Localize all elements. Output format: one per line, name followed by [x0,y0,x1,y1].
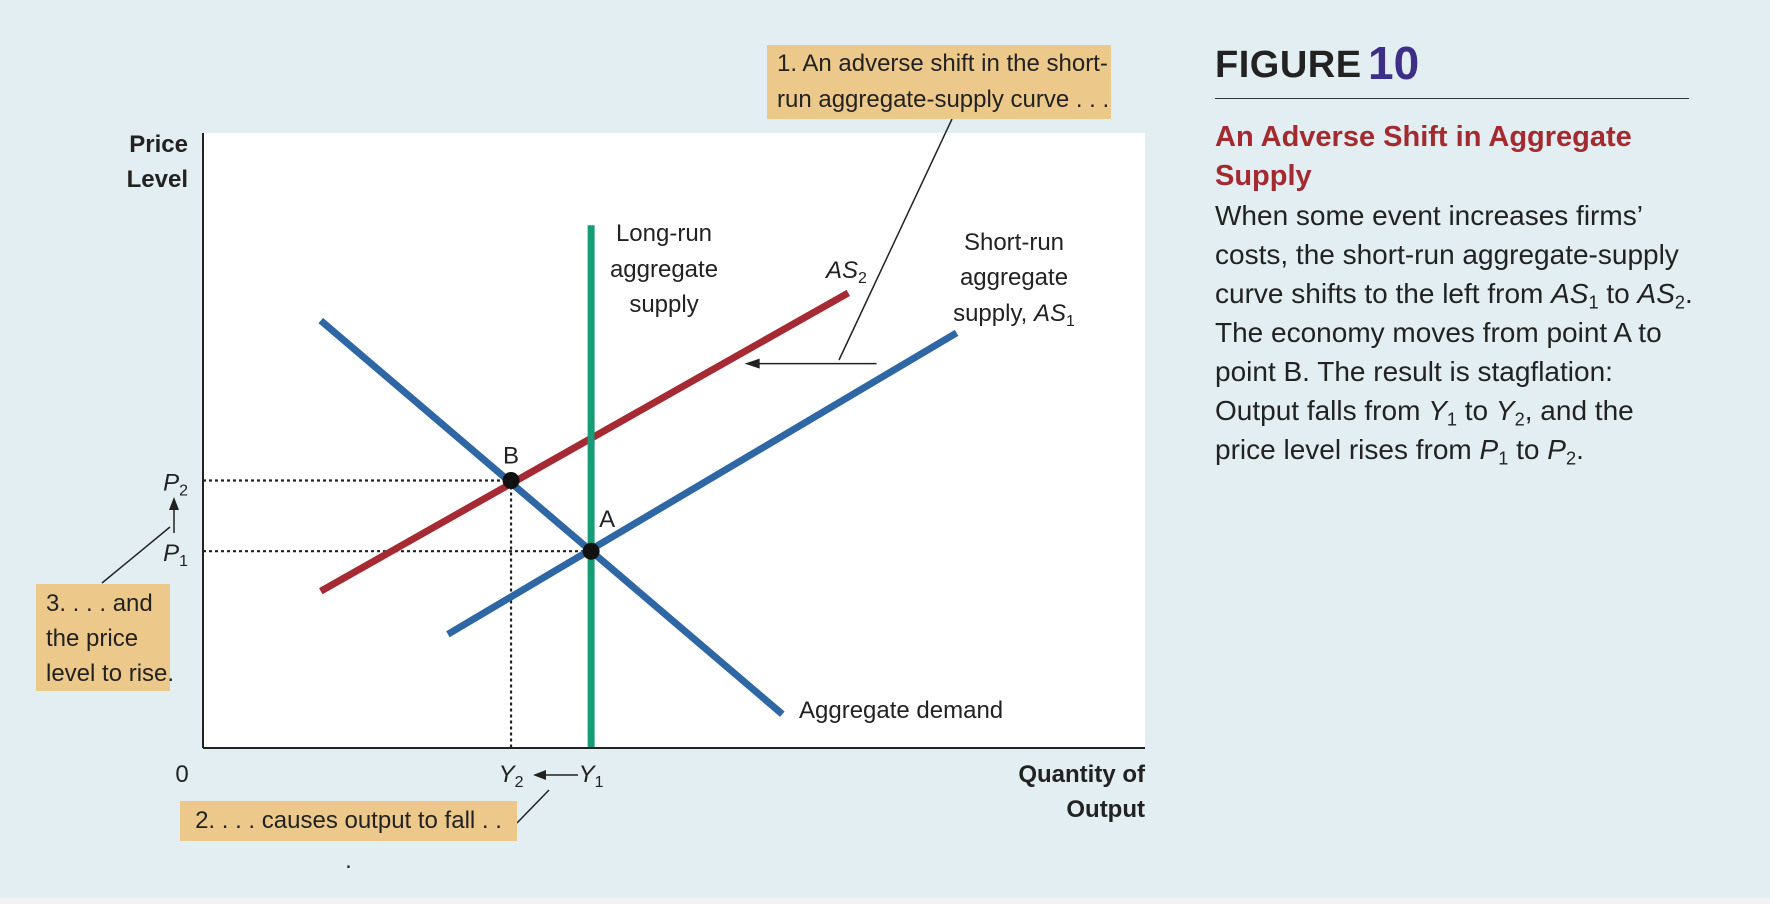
sras-label-line1: Short-run [964,229,1064,256]
annotation-price-rise: 3. . . . and the price level to rise. [36,584,175,691]
annotation-adverse-shift-line1: 1. An adverse shift in the short- [777,50,1108,77]
caption-part: P [1479,434,1499,465]
figure-label: FIGURE [1215,44,1362,86]
point-b [502,471,520,489]
x-tick-arrow-head [533,770,546,780]
caption-part: 2 [1514,409,1525,430]
x-tick-label-y2: Y2 [499,761,524,791]
figure-header: FIGURE 10 [1215,37,1689,99]
figure-caption: When some event increases firms’ costs, … [1215,196,1695,469]
note3-pointer [101,526,171,584]
annotation-output-fall: 2. . . . causes output to fall . . . [180,801,517,874]
annotation-price-rise-line2: the price [46,625,139,652]
sras-label-line3: supply, AS1 [953,300,1075,330]
y-tick-arrow-head [169,497,179,510]
lras-label-line3: supply [629,291,698,318]
note1-pointer [838,118,953,361]
aggregate-demand-line [318,317,785,717]
caption-part: 1 [1446,409,1457,430]
caption-part: to [1508,434,1548,465]
annotation-adverse-shift-line2: run aggregate-supply curve . . . [777,86,1110,113]
caption-part: , and the price level rises from [1215,395,1634,465]
caption-part: 1 [1588,292,1599,313]
ad-label: Aggregate demand [799,697,1003,724]
caption-part: P [1547,434,1566,465]
caption-part: AS [1637,278,1675,309]
caption-part: . [1576,434,1584,465]
shift-arrow-head [744,358,760,369]
x-axis-label-line2: Output [1066,796,1145,823]
caption-part: to [1598,278,1638,309]
bottom-strip [0,898,1770,904]
caption-part: When some event increases firms’ costs, … [1215,200,1679,309]
annotation-price-rise-line3: level to rise. [46,660,175,687]
annotation-adverse-shift: 1. An adverse shift in the short- run ag… [767,45,1111,119]
caption-part: to [1457,395,1496,426]
y-axis-label-line1: Price [129,131,188,158]
lras-label-line1: Long-run [616,220,712,247]
sras-label-text: supply, [953,300,1034,327]
figure-title: An Adverse Shift in Aggregate Supply [1215,121,1632,192]
as2-label: AS2 [824,257,867,287]
caption-part: 1 [1498,448,1509,469]
plot-area [203,133,1145,748]
caption-part: . The economy moves from point A to poin… [1215,278,1693,426]
caption-part: AS [1551,278,1589,309]
point-label-a: A [599,506,615,533]
sras-label-symbol-sub: 1 [1066,313,1075,330]
point-label-b: B [503,442,519,469]
point-a [582,542,600,560]
sras-label-line2: aggregate [960,264,1068,291]
figure-number: 10 [1368,37,1420,89]
caption-part: Y [1495,395,1515,426]
sras-label-symbol: AS [1032,300,1066,327]
origin-label: 0 [175,761,188,788]
as2-line [319,289,850,595]
y-tick-label-p2: P2 [163,469,188,499]
y-tick-label-p1: P1 [163,540,188,570]
caption-part: 2 [1565,448,1577,469]
x-tick-label-y1: Y1 [579,761,604,791]
caption-part: Y [1428,395,1447,426]
note2-pointer [516,789,550,824]
caption-part: 2 [1674,292,1686,313]
annotation-price-rise-line1: 3. . . . and [46,590,153,617]
y-axis-label-line2: Level [127,166,188,193]
lras-label-line2: aggregate [610,256,718,283]
sras1-line [446,329,959,638]
x-axis-label-line1: Quantity of [1018,761,1146,788]
